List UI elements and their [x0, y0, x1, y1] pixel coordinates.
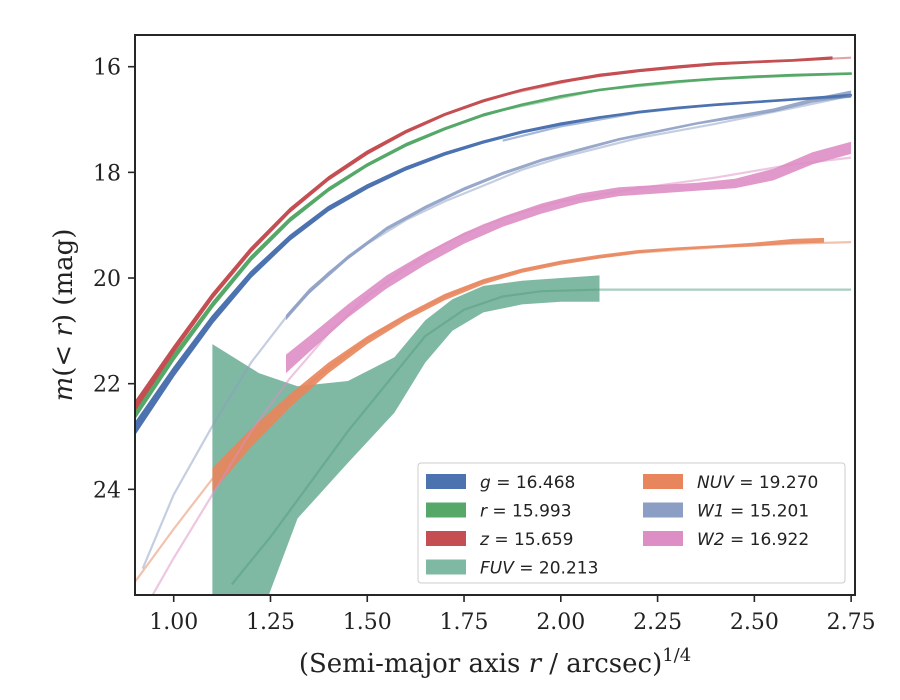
- x-tick-label: 2.25: [633, 610, 682, 635]
- legend-label-r: r = 15.993: [480, 502, 572, 522]
- y-tick-label: 24: [93, 478, 121, 503]
- legend-label-z: z = 15.659: [479, 530, 573, 550]
- legend-swatch-nuv: [643, 474, 683, 489]
- legend: g = 16.468 r = 15.993 z = 15.659 FUV = 20.2…: [417, 462, 846, 584]
- data-band-fuv: [212, 275, 600, 595]
- y-tick-label: 22: [93, 373, 121, 398]
- legend-label-fuv: FUV = 20.213: [480, 559, 598, 579]
- y-tick-label: 20: [93, 267, 121, 292]
- x-tick-label: 1.75: [440, 610, 489, 635]
- legend-swatch-z: [426, 531, 466, 546]
- y-tick-label: 18: [93, 161, 121, 186]
- x-axis-title: (Semi-major axis r / arcsec)1/4: [299, 645, 691, 679]
- legend-swatch-r: [426, 502, 466, 518]
- x-tick-label: 2.75: [827, 610, 876, 635]
- legend-swatch-g: [426, 474, 466, 489]
- legend-label-w2: W2 = 16.922: [697, 530, 809, 550]
- model-curve-fuv: [230, 288, 852, 586]
- x-axis-ticks: 1.00 1.25 1.50 1.75 2.00 2.25 2.50 2.75: [149, 595, 876, 635]
- model-curve-z: [502, 56, 852, 97]
- x-tick-label: 1.25: [246, 610, 295, 635]
- model-curve-w2: [151, 156, 852, 595]
- data-band-nuv: [212, 237, 824, 492]
- legend-label-w1: W1 = 15.201: [697, 502, 809, 522]
- y-axis-ticks: 16 18 20 22 24: [93, 56, 135, 503]
- y-axis-title: m(< r) (mag): [49, 229, 79, 402]
- x-tick-label: 1.00: [149, 610, 198, 635]
- legend-swatch-w2: [643, 531, 683, 546]
- legend-label-g: g = 16.468: [480, 473, 575, 493]
- x-tick-label: 2.50: [730, 610, 779, 635]
- model-curve-g: [502, 95, 852, 142]
- x-tick-label: 2.00: [536, 610, 585, 635]
- y-tick-label: 16: [93, 56, 121, 81]
- model-curve-r: [502, 72, 852, 112]
- legend-frame: [417, 462, 846, 584]
- legend-label-nuv: NUV = 19.270: [697, 473, 818, 493]
- x-tick-label: 1.50: [343, 610, 392, 635]
- legend-swatch-w1: [643, 502, 683, 518]
- model-curve-w1: [141, 94, 852, 570]
- model-curve-nuv: [135, 241, 852, 583]
- model-curves-layer: [135, 56, 852, 595]
- plot-frame: [134, 34, 856, 596]
- legend-swatch-fuv: [426, 559, 466, 575]
